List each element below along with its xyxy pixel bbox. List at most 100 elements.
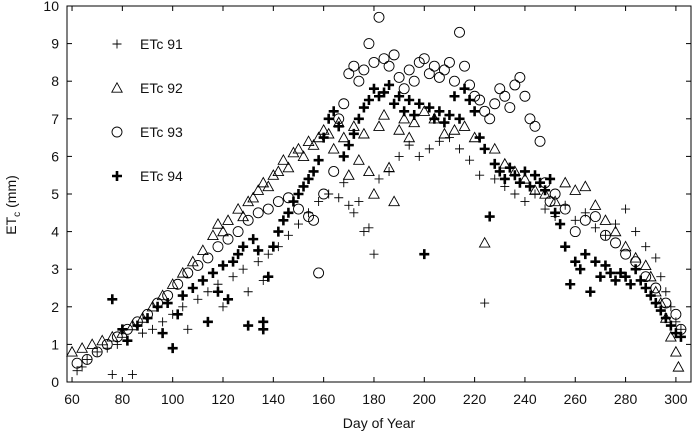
data-point	[444, 110, 455, 121]
data-point	[132, 320, 143, 331]
data-point	[414, 151, 424, 161]
data-point	[243, 320, 254, 331]
data-point	[610, 237, 621, 249]
data-point	[353, 113, 364, 124]
data-point	[635, 275, 646, 286]
data-point	[544, 196, 556, 207]
data-point	[479, 105, 491, 117]
data-point	[514, 177, 525, 188]
data-point	[534, 135, 546, 147]
data-point	[589, 211, 601, 223]
data-point	[489, 158, 500, 169]
data-point	[66, 345, 78, 357]
data-point	[262, 203, 274, 215]
data-point	[293, 219, 303, 229]
data-point	[649, 285, 662, 297]
data-point	[590, 256, 601, 267]
data-point	[253, 257, 263, 267]
data-point	[374, 91, 384, 102]
data-point	[424, 144, 434, 154]
x-tick-label: 180	[362, 391, 386, 407]
data-point	[242, 195, 255, 207]
data-point	[192, 259, 204, 271]
data-point	[178, 302, 188, 312]
x-axis-title: Day of Year	[343, 415, 416, 431]
data-point	[82, 354, 92, 364]
data-point	[177, 290, 188, 301]
x-tick-label: 80	[115, 391, 131, 407]
data-point	[464, 95, 475, 105]
data-point	[81, 353, 93, 365]
data-point	[640, 283, 651, 293]
data-point	[358, 102, 369, 113]
x-tick-label: 120	[211, 391, 235, 407]
data-point	[504, 162, 515, 173]
data-point	[172, 278, 184, 290]
legend-marker	[111, 126, 123, 138]
x-tick-label: 140	[262, 391, 286, 407]
data-point	[268, 241, 279, 252]
y-tick-label: 5	[51, 186, 59, 202]
data-point	[157, 328, 168, 339]
data-point	[484, 113, 496, 125]
data-point	[524, 113, 536, 125]
data-point	[494, 83, 506, 95]
data-point	[247, 191, 260, 203]
data-point	[263, 249, 273, 259]
data-point	[629, 251, 642, 263]
data-point	[540, 185, 551, 196]
data-point	[519, 166, 530, 177]
data-point	[388, 195, 401, 207]
data-point	[641, 242, 651, 252]
series-4	[107, 79, 686, 354]
data-point	[630, 264, 641, 275]
data-point	[660, 297, 672, 309]
data-point	[363, 38, 375, 50]
data-point	[428, 60, 440, 72]
data-point	[137, 328, 147, 338]
legend-marker	[112, 171, 122, 181]
data-point	[565, 279, 576, 290]
data-point	[378, 108, 390, 120]
data-point	[374, 174, 384, 184]
data-point	[454, 113, 465, 124]
data-point	[212, 241, 224, 253]
data-point	[363, 95, 374, 105]
x-tick-label: 260	[564, 391, 588, 407]
data-point	[354, 197, 364, 207]
data-point	[672, 360, 685, 372]
data-point	[669, 345, 682, 357]
data-points	[66, 11, 687, 379]
data-point	[580, 249, 591, 260]
data-point	[438, 127, 451, 139]
data-point	[369, 249, 379, 259]
data-point	[600, 260, 611, 271]
data-point	[212, 286, 223, 297]
legend-marker	[111, 81, 123, 93]
data-point	[338, 98, 350, 110]
data-point	[610, 275, 621, 286]
data-point	[233, 249, 244, 260]
data-point	[158, 317, 168, 327]
data-point	[222, 214, 234, 225]
data-point	[529, 120, 541, 132]
data-point	[278, 215, 289, 226]
data-point	[218, 302, 228, 312]
data-point	[393, 123, 406, 135]
x-axis: 60 80 100 120 140 160 180 200 220 240 260 280 300	[64, 6, 688, 407]
data-point	[388, 49, 400, 61]
y-tick-label: 4	[51, 224, 59, 240]
data-point	[569, 184, 582, 195]
data-point	[645, 290, 656, 301]
data-point	[117, 324, 128, 335]
data-point	[429, 113, 440, 124]
data-point	[293, 189, 304, 199]
data-point	[670, 328, 681, 339]
data-point	[524, 181, 535, 192]
data-point	[362, 165, 375, 177]
data-point	[389, 98, 400, 109]
data-point	[479, 143, 490, 154]
data-point	[203, 287, 213, 297]
data-point	[424, 102, 435, 113]
data-point	[399, 106, 410, 117]
